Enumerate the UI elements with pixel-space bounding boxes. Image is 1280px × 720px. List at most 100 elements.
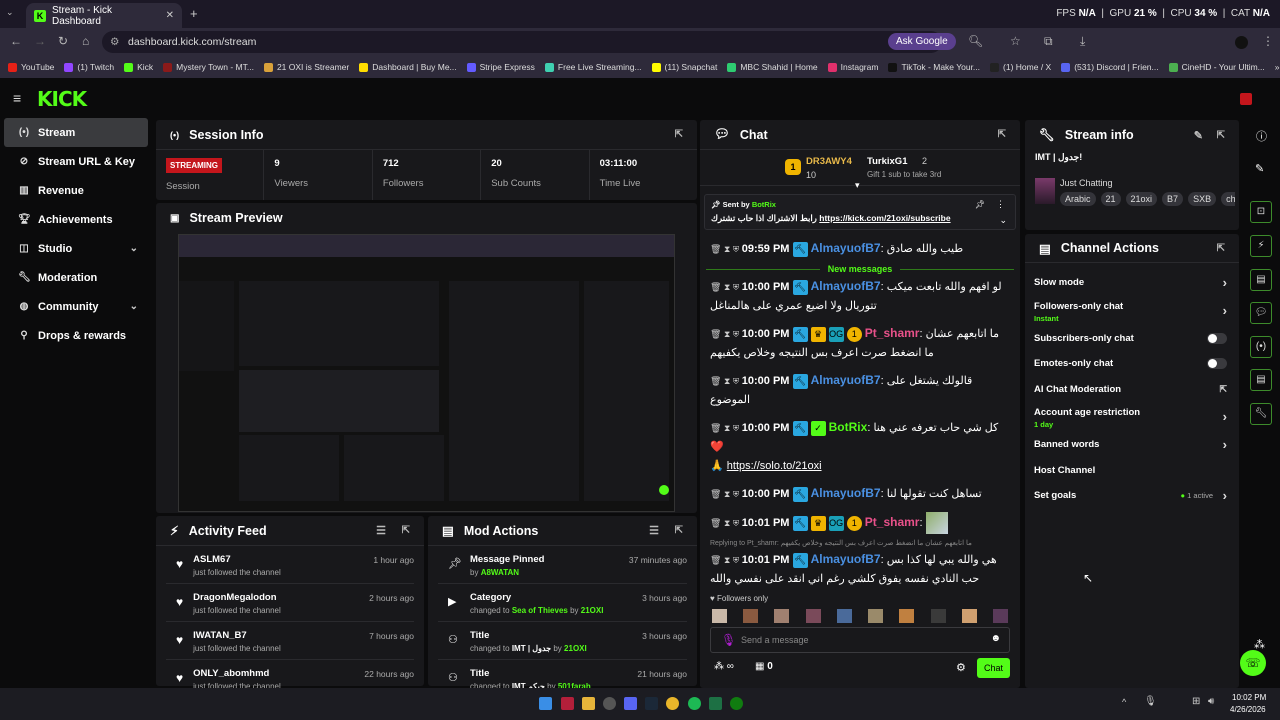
profile-avatar[interactable] xyxy=(1235,36,1248,49)
ban-icon[interactable]: ⛨ xyxy=(732,282,742,292)
taskbar-app-obs[interactable] xyxy=(603,697,616,710)
sidebar-item-moderation[interactable]: 🔧︎ Moderation xyxy=(18,271,98,284)
bookmark-item[interactable]: (1) Twitch xyxy=(64,62,114,72)
popout-icon[interactable]: ⇱ xyxy=(1216,242,1225,254)
chevron-right-icon[interactable]: › xyxy=(1222,409,1227,424)
popout-icon[interactable]: ⇱ xyxy=(674,129,683,140)
rail-session-button[interactable]: ⊡ xyxy=(1250,201,1272,223)
popout-icon[interactable]: ⇱ xyxy=(1216,129,1225,141)
stream-tag[interactable]: B7 xyxy=(1162,192,1184,206)
channel-action-subscribers-only-chat[interactable]: Subscribers-only chat xyxy=(1025,326,1239,352)
recent-chatter-avatar[interactable] xyxy=(712,609,727,623)
network-icon[interactable]: ⊞ xyxy=(1192,696,1201,707)
ban-icon[interactable]: ⛨ xyxy=(732,244,742,254)
browser-tab[interactable]: K Stream - Kick Dashboard ✕ xyxy=(26,3,182,28)
channel-action-slow-mode[interactable]: Slow mode › xyxy=(1034,275,1227,291)
ban-icon[interactable]: ⛨ xyxy=(732,329,742,339)
support-chat-button[interactable]: ☏ xyxy=(1240,650,1266,676)
ban-icon[interactable]: ⛨ xyxy=(732,423,742,433)
activity-user[interactable]: IWATAN_B7 xyxy=(193,630,247,641)
more-icon[interactable]: ⋮ xyxy=(996,199,1005,209)
emoji-icon[interactable]: ☻ xyxy=(990,633,1001,644)
recent-chatter-avatar[interactable] xyxy=(868,609,884,623)
channel-action-ai-chat-moderation[interactable]: AI Chat Moderation ⇱ xyxy=(1034,383,1227,395)
timeout-icon[interactable]: ⧗ xyxy=(723,376,733,386)
delete-icon[interactable]: 🗑︎ xyxy=(710,376,724,386)
chevron-down-icon[interactable]: ⌄ xyxy=(129,301,138,312)
extensions-icon[interactable]: ⧉ xyxy=(1044,34,1053,48)
chat-username[interactable]: Pt_shamr xyxy=(864,514,920,529)
rail-chat-button[interactable]: 💬︎ xyxy=(1250,302,1272,324)
toggle-switch[interactable] xyxy=(1207,358,1227,370)
start-button[interactable] xyxy=(539,697,552,710)
bookmark-item[interactable]: YouTube xyxy=(8,62,54,72)
pinned-link[interactable]: https://kick.com/21oxi/subscribe xyxy=(819,213,951,223)
site-info-icon[interactable]: ⚙ xyxy=(110,36,120,48)
rail-broadcast-button[interactable]: (•) xyxy=(1250,336,1272,358)
home-icon[interactable]: ⌂ xyxy=(82,34,90,48)
popout-icon[interactable]: ⇱ xyxy=(674,525,683,536)
show-hidden-icons[interactable]: ^ xyxy=(1122,697,1127,707)
bookmark-item[interactable]: Mystery Town - MT... xyxy=(163,62,254,72)
bookmark-item[interactable]: Instagram xyxy=(827,62,878,72)
unpin-icon[interactable]: 📌︎ xyxy=(974,200,985,209)
edit-icon[interactable]: ✎ xyxy=(1193,129,1203,142)
stream-tag[interactable]: 21oxi xyxy=(1125,192,1158,206)
expand-icon[interactable]: ⌄ xyxy=(999,215,1007,225)
rail-mod-actions-button[interactable]: ▤ xyxy=(1250,269,1272,291)
moderator-name[interactable]: 21OXI xyxy=(580,606,604,615)
ban-icon[interactable]: ⛨ xyxy=(732,489,742,499)
taskbar-app-chrome[interactable] xyxy=(666,697,679,710)
bookmark-item[interactable]: (531) Discord | Frien... xyxy=(1061,62,1159,72)
new-tab-button[interactable]: + xyxy=(190,6,198,21)
bookmark-star-icon[interactable]: ☆ xyxy=(1010,34,1021,48)
toggle-switch[interactable] xyxy=(1207,332,1227,344)
reload-icon[interactable]: ↻ xyxy=(58,34,69,48)
filter-icon[interactable]: ☰ xyxy=(376,525,386,537)
bookmark-item[interactable]: Dashboard | Buy Me... xyxy=(359,62,457,72)
recent-chatter-avatar[interactable] xyxy=(805,609,821,623)
chat-username[interactable]: AlmayuofB7 xyxy=(810,552,881,566)
message-input[interactable]: 🎙︎ Send a message ☻ xyxy=(710,627,1010,653)
sidebar-item-community[interactable]: ◍ Community ⌄ xyxy=(19,300,138,313)
activity-user[interactable]: ONLY_abomhmd xyxy=(193,668,270,679)
delete-icon[interactable]: 🗑︎ xyxy=(710,282,724,292)
download-icon[interactable]: ⤓ xyxy=(1080,34,1086,48)
volume-icon[interactable]: 🔊︎ xyxy=(1208,696,1215,707)
bookmark-item[interactable]: Kick xyxy=(124,62,153,72)
hamburger-menu-icon[interactable]: ≡ xyxy=(13,90,22,106)
kick-logo[interactable]: KICK xyxy=(37,87,87,111)
bookmark-item[interactable]: CineHD - Your Ultim... xyxy=(1168,62,1265,72)
edit-layout-icon[interactable]: ✎ xyxy=(1255,163,1265,175)
category-name[interactable]: Just Chatting xyxy=(1060,178,1113,188)
back-icon[interactable]: ← xyxy=(10,34,22,48)
chat-username[interactable]: Pt_shamr xyxy=(864,326,920,340)
sidebar-item-stream-url-key[interactable]: ⊘ Stream URL & Key xyxy=(19,155,135,168)
chat-username[interactable]: AlmayuofB7 xyxy=(810,373,881,387)
stream-tag[interactable]: Arabic xyxy=(1060,192,1096,206)
ban-icon[interactable]: ⛨ xyxy=(732,555,742,565)
stream-tag[interactable]: 21 xyxy=(1100,192,1121,206)
bookmark-item[interactable]: MBC Shahid | Home xyxy=(727,62,818,72)
store-icon[interactable]: ▦ 0 xyxy=(755,661,773,672)
taskbar-app-discord[interactable] xyxy=(624,697,637,710)
sidebar-item-studio[interactable]: ◫ Studio ⌄ xyxy=(19,242,138,255)
channel-action-set-goals[interactable]: Set goals › ● 1 active xyxy=(1034,488,1227,504)
bookmark-item[interactable]: Free Live Streaming... xyxy=(544,62,642,72)
clock-time[interactable]: 10:02 PM xyxy=(1232,693,1267,702)
chevron-right-icon[interactable]: › xyxy=(1222,437,1227,453)
ask-google-button[interactable]: Ask Google xyxy=(888,33,956,50)
recent-chatter-avatar[interactable] xyxy=(961,609,977,623)
microphone-icon[interactable]: 🎙︎ xyxy=(721,633,737,647)
timeout-icon[interactable]: ⧗ xyxy=(723,489,733,499)
ban-icon[interactable]: ⛨ xyxy=(732,517,742,528)
timeout-icon[interactable]: ⧗ xyxy=(723,423,733,433)
taskbar-app-explorer[interactable] xyxy=(582,697,595,710)
collapse-icon[interactable]: ▾ xyxy=(855,180,860,190)
bookmark-item[interactable]: Stripe Express xyxy=(466,62,535,72)
rail-stream-info-button[interactable]: 🔧︎ xyxy=(1250,403,1272,425)
rail-pointer-icon[interactable]: ⁂ xyxy=(1254,639,1265,651)
bookmark-item[interactable]: (11) Snapchat xyxy=(651,62,717,72)
external-link-icon[interactable]: ⇱ xyxy=(1219,383,1227,394)
channel-action-account-age-restriction[interactable]: Account age restriction 1 day › xyxy=(1034,407,1227,429)
